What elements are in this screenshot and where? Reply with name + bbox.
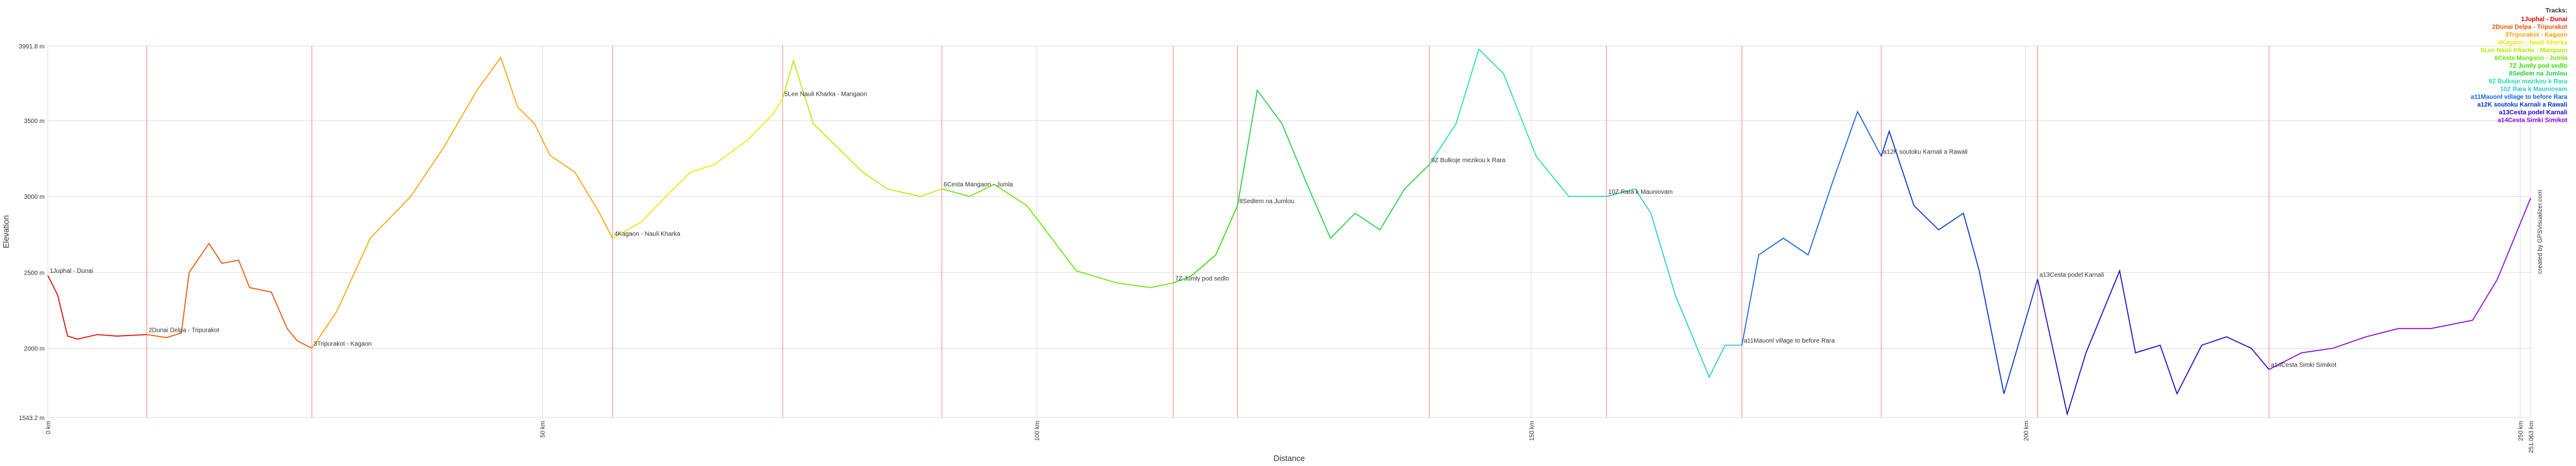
- y-tick-label: 3000 m: [24, 194, 45, 201]
- track-label: 5Lee Nauli Kharka - Mangaon: [785, 91, 867, 98]
- x-tick-label: 251.063 km: [2528, 421, 2535, 453]
- legend-entry: 2Dunai Delpa - Tripurakot: [2492, 24, 2568, 31]
- elevation-line: [1741, 110, 1882, 345]
- legend-entry: 7Z Jumly pod sedlo: [2510, 63, 2567, 70]
- legend-entry: a11Mauonl village to before Rara: [2470, 94, 2567, 101]
- legend-entry: 1Juphal - Dunai: [2521, 16, 2568, 23]
- x-tick-label: 100 km: [1034, 421, 1041, 441]
- elevation-line: [1236, 89, 1430, 239]
- legend-entry: 3Tripurakot - Kagaon: [2505, 32, 2567, 39]
- x-tick-label: 250 km: [2518, 421, 2524, 441]
- elevation-line: [1173, 205, 1238, 284]
- y-tick-label: 3500 m: [24, 118, 45, 125]
- track-label: 3Tripurakot - Kagaon: [313, 340, 372, 347]
- track-label: 10Z Rara k Mauniovam: [1608, 189, 1673, 196]
- legend-entry: 5Lee Nauli Kharka - Mangaon: [2481, 47, 2567, 54]
- track-label: 1Juphal - Dunai: [50, 268, 93, 275]
- x-tick-label: 200 km: [2023, 421, 2030, 441]
- elevation-line: [612, 98, 783, 239]
- legend-entry: 9Z Bulkoje mezikou k Rara: [2488, 78, 2567, 85]
- legend-entry: a14Cesta Simki Simikot: [2498, 117, 2568, 124]
- x-tick-label: 0 km: [45, 421, 52, 434]
- track-label: a11Mauonl village to before Rara: [1744, 338, 1835, 345]
- y-tick-label: 2500 m: [24, 270, 45, 276]
- elevation-line: [1429, 48, 1606, 197]
- elevation-line: [782, 58, 942, 198]
- track-label: 8Sedlem na Jumlou: [1240, 198, 1294, 205]
- legend-entry: 6Cesta Mangaon - Jumla: [2495, 55, 2568, 62]
- elevation-line: [1881, 129, 2038, 394]
- track-label: a13Cesta podel Karnali: [2040, 272, 2104, 278]
- x-tick-label: 50 km: [540, 421, 547, 437]
- y-tick-label: 2000 m: [24, 345, 45, 352]
- legend-entry: a13Cesta podel Karnali: [2499, 109, 2567, 116]
- legend-entry: 4Kagaon - Nauli Kharka: [2498, 40, 2568, 47]
- track-label: 2Dunai Delpa - Tripurakot: [148, 327, 219, 334]
- plot-area: [47, 45, 2531, 418]
- legend-entry: 8Sedlem na Jumlou: [2509, 71, 2567, 78]
- track-label: a14Cesta Simki Simikot: [2271, 362, 2336, 369]
- elevation-line: [311, 56, 613, 349]
- legend-title: Tracks:: [2546, 7, 2567, 14]
- track-label: 4Kagaon - Nauli Kharka: [615, 231, 681, 237]
- elevation-line: [2269, 198, 2531, 370]
- elevation-line: [2037, 269, 2270, 416]
- track-label: 9Z Bulkoje mezikou k Rara: [1431, 157, 1506, 164]
- y-tick-label: 3991.8 m: [19, 43, 45, 50]
- elevation-line: [1606, 188, 1742, 378]
- elevation-line: [47, 275, 147, 340]
- x-tick-label: 150 km: [1529, 421, 1536, 441]
- track-label: 6Cesta Mangaon - Jumla: [943, 181, 1013, 188]
- legend-entry: a12K soutoku Karnali a Rawali: [2477, 102, 2567, 109]
- elevation-line: [146, 242, 312, 349]
- track-label: 7Z Jumly pod sedlo: [1175, 275, 1229, 282]
- x-axis-label: Distance: [1274, 454, 1305, 463]
- y-axis-label: Elevation: [1, 215, 11, 248]
- legend-entry: 10Z Rara k Mauniovam: [2500, 86, 2567, 93]
- credit: created by GPSVisualizer.com: [2537, 190, 2544, 274]
- elevation-line: [942, 183, 1174, 288]
- y-tick-label: 1543.2 m: [19, 415, 45, 422]
- track-label: a12K soutoku Karnali a Rawali: [1883, 148, 1968, 155]
